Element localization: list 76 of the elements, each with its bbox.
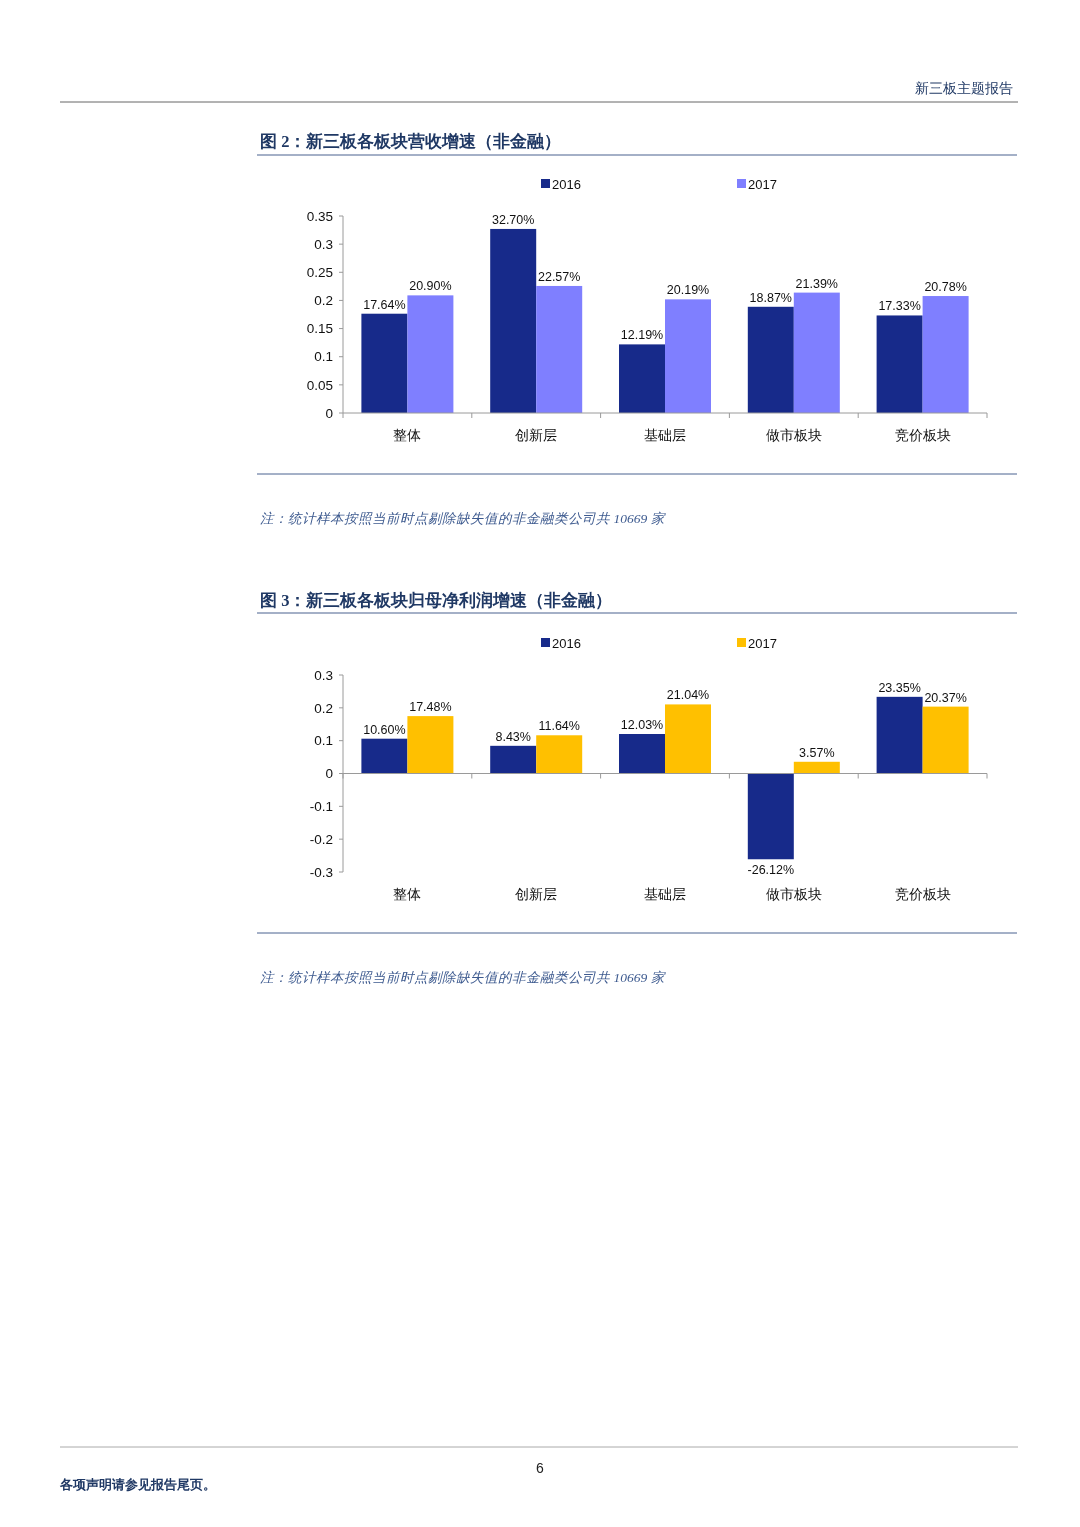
y-tick-label: 0.05 bbox=[306, 377, 333, 393]
y-tick-label: 0 bbox=[325, 405, 333, 421]
data-label: -26.12% bbox=[747, 863, 795, 878]
data-label: 21.39% bbox=[795, 276, 838, 291]
data-label: 17.33% bbox=[878, 299, 921, 314]
y-tick-label: 0.2 bbox=[314, 700, 333, 716]
y-tick-label: -0.2 bbox=[309, 831, 333, 847]
y-tick-label: 0.25 bbox=[306, 265, 333, 281]
text: 新三板主题报告 bbox=[915, 81, 1013, 96]
bar bbox=[407, 716, 454, 774]
bar bbox=[619, 344, 665, 413]
data-label: 20.19% bbox=[666, 283, 710, 298]
bar bbox=[536, 735, 583, 774]
bar bbox=[747, 773, 794, 860]
data-label: 18.87% bbox=[749, 290, 792, 305]
bar bbox=[361, 313, 408, 413]
x-tick-label: 整体 bbox=[393, 886, 422, 902]
x-tick-label: 做市板块 bbox=[765, 427, 822, 443]
y-tick-label: 0.3 bbox=[314, 667, 333, 683]
text: 注：统计样本按照当前时点剔除缺失值的非金融类公司共 10669 家 bbox=[260, 511, 666, 526]
bar bbox=[536, 285, 583, 413]
data-label: 10.60% bbox=[363, 722, 406, 737]
data-label: 12.03% bbox=[620, 718, 664, 732]
bar bbox=[665, 704, 711, 774]
x-tick-label: 整体 bbox=[393, 427, 422, 443]
bar bbox=[793, 761, 840, 774]
x-tick-label: 创新层 bbox=[515, 886, 558, 902]
data-label: 3.57% bbox=[799, 745, 835, 760]
y-tick-label: 0.1 bbox=[314, 733, 333, 749]
chart-title: 图 3：新三板各板块归母净利润增速（非金融） bbox=[260, 591, 613, 610]
bar bbox=[876, 696, 923, 774]
text: 注：统计样本按照当前时点剔除缺失值的非金融类公司共 10669 家 bbox=[260, 970, 666, 985]
x-tick-label: 竞价板块 bbox=[894, 886, 951, 902]
data-label: 17.48% bbox=[409, 700, 452, 715]
legend-label: 2017 bbox=[748, 176, 777, 192]
text: 各项声明请参见报告尾页。 bbox=[59, 1477, 216, 1492]
data-label: 20.78% bbox=[924, 280, 967, 295]
data-label: 17.64% bbox=[363, 297, 406, 312]
data-label: 32.70% bbox=[492, 212, 535, 227]
bar bbox=[922, 706, 969, 774]
data-label: 23.35% bbox=[878, 680, 921, 695]
bar bbox=[619, 734, 665, 774]
data-label: 8.43% bbox=[495, 729, 531, 744]
legend-label: 2016 bbox=[552, 176, 581, 192]
data-label: 11.64% bbox=[538, 719, 580, 734]
bar bbox=[665, 299, 711, 413]
y-tick-label: -0.1 bbox=[309, 799, 333, 815]
y-tick-label: 0.2 bbox=[314, 293, 333, 309]
x-tick-label: 基础层 bbox=[644, 427, 686, 443]
data-label: 20.90% bbox=[409, 279, 452, 294]
bar bbox=[490, 228, 537, 413]
legend-label: 2016 bbox=[552, 635, 581, 651]
text: 6 bbox=[536, 1460, 545, 1476]
bar bbox=[490, 745, 537, 774]
data-label: 12.19% bbox=[620, 328, 664, 343]
x-tick-label: 做市板块 bbox=[765, 886, 822, 902]
x-tick-label: 基础层 bbox=[644, 886, 686, 902]
chart-title: 图 2：新三板各板块营收增速（非金融） bbox=[260, 132, 562, 151]
y-tick-label: 0.35 bbox=[306, 208, 333, 224]
legend-label: 2017 bbox=[748, 635, 777, 651]
bar bbox=[922, 296, 969, 413]
bar bbox=[876, 315, 923, 413]
x-tick-label: 创新层 bbox=[515, 427, 558, 443]
data-label: 20.37% bbox=[924, 690, 967, 705]
y-tick-label: 0 bbox=[325, 766, 333, 782]
data-label: 21.04% bbox=[666, 688, 710, 703]
y-tick-label: -0.3 bbox=[309, 864, 333, 880]
bar bbox=[407, 295, 454, 413]
data-label: 22.57% bbox=[538, 269, 581, 284]
bar bbox=[747, 306, 794, 413]
x-tick-label: 竞价板块 bbox=[894, 427, 951, 443]
y-tick-label: 0.3 bbox=[314, 236, 333, 252]
bar bbox=[793, 292, 840, 413]
bar bbox=[361, 738, 408, 774]
y-tick-label: 0.15 bbox=[306, 321, 333, 337]
y-tick-label: 0.1 bbox=[314, 349, 333, 365]
